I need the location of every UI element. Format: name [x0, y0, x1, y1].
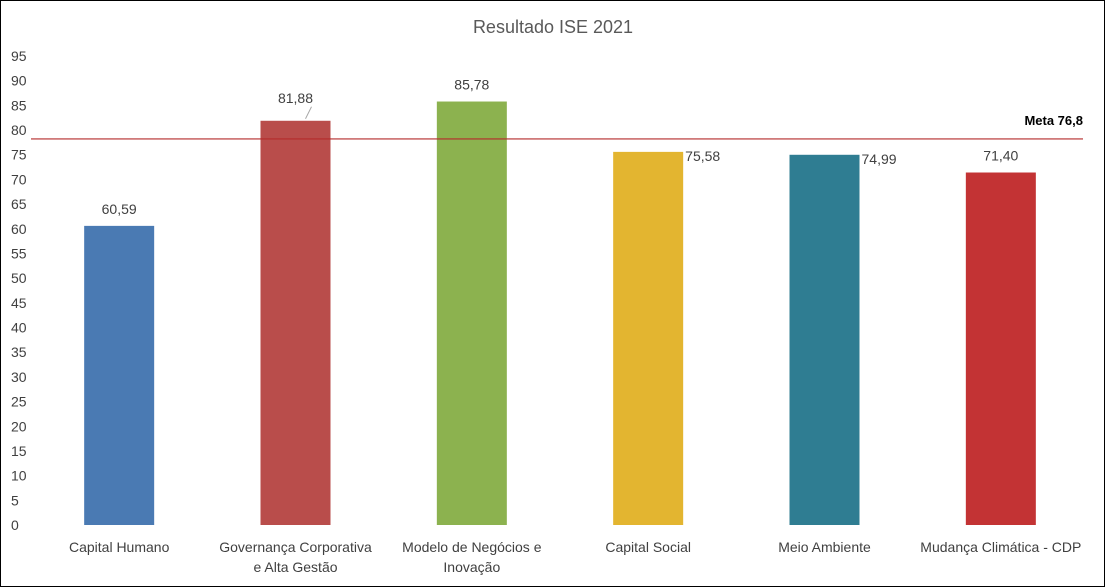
- y-tick-label: 45: [11, 295, 27, 311]
- data-label: 81,88: [278, 90, 313, 106]
- y-tick-label: 80: [11, 122, 27, 138]
- reference-line-label: Meta 76,8: [1024, 113, 1083, 128]
- y-tick-label: 75: [11, 147, 27, 163]
- y-axis: 0 5 10 15 20 25 30 35 40 45 50 55 60 65 70 75 80 85 90 95: [11, 48, 27, 533]
- y-tick-label: 70: [11, 171, 27, 187]
- y-tick-label: 85: [11, 97, 27, 113]
- y-tick-label: 40: [11, 320, 27, 336]
- reference-line-group: Meta 76,8: [31, 113, 1083, 139]
- data-label: 71,40: [983, 148, 1018, 164]
- y-tick-label: 60: [11, 221, 27, 237]
- data-label: 85,78: [454, 77, 489, 93]
- y-tick-label: 65: [11, 196, 27, 212]
- x-tick-label: e Alta Gestão: [253, 559, 337, 575]
- chart-title: Resultado ISE 2021: [473, 17, 633, 37]
- bar: [437, 102, 507, 525]
- x-tick-label: Mudança Climática - CDP: [920, 539, 1081, 555]
- y-tick-label: 30: [11, 369, 27, 385]
- y-tick-label: 55: [11, 245, 27, 261]
- bar: [261, 121, 331, 525]
- data-label-leader-line: [306, 107, 312, 119]
- y-tick-label: 25: [11, 394, 27, 410]
- data-labels-group: 60,59 81,88 85,78 75,58 74,99 71,40: [102, 77, 1019, 217]
- y-tick-label: 20: [11, 418, 27, 434]
- bar: [790, 155, 860, 525]
- y-tick-label: 50: [11, 270, 27, 286]
- y-tick-label: 90: [11, 73, 27, 89]
- bar: [966, 173, 1036, 525]
- x-tick-label: Modelo de Negócios e: [402, 539, 542, 555]
- bar: [613, 152, 683, 525]
- y-tick-label: 5: [11, 492, 19, 508]
- x-tick-label: Capital Humano: [69, 539, 170, 555]
- data-label: 60,59: [102, 201, 137, 217]
- x-tick-label: Governança Corporativa: [219, 539, 372, 555]
- y-tick-label: 0: [11, 517, 19, 533]
- y-tick-label: 95: [11, 48, 27, 64]
- y-tick-label: 10: [11, 468, 27, 484]
- bar: [84, 226, 154, 525]
- x-axis: Capital Humano Governança Corporativa e Al…: [69, 539, 1081, 575]
- x-tick-label: Meio Ambiente: [778, 539, 871, 555]
- x-tick-label: Inovação: [443, 559, 500, 575]
- y-tick-label: 35: [11, 344, 27, 360]
- data-label: 75,58: [685, 148, 720, 164]
- x-tick-label: Capital Social: [605, 539, 691, 555]
- y-tick-label: 15: [11, 443, 27, 459]
- data-label: 74,99: [862, 151, 897, 167]
